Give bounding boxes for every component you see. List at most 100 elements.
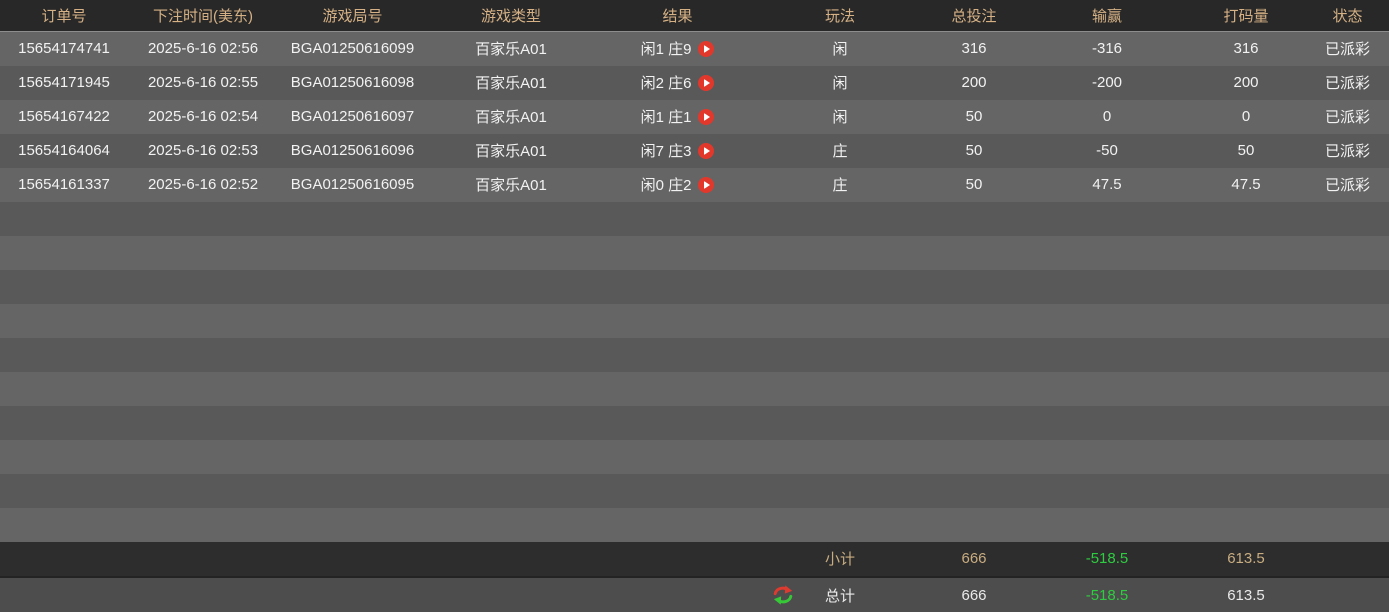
col-header-result: 结果: [595, 0, 760, 32]
table-row: 15654171945 2025-6-16 02:55 BGA01250616098…: [0, 65, 1389, 100]
cell-bet-time: 2025-6-16 02:52: [147, 176, 259, 193]
col-header-status: 状态: [1306, 0, 1389, 32]
result-text: 闲0 庄2: [640, 177, 692, 194]
cell-status: 已派彩: [1324, 75, 1370, 92]
summary-section: 小计 666 -518.5 613.5 总计 666 -518.5 613.5: [0, 541, 1389, 612]
cell-total-bet: 200: [961, 74, 987, 91]
cell-game-type: 百家乐A01: [475, 41, 547, 59]
empty-cell: [0, 338, 1389, 372]
result-text: 闲1 庄1: [640, 109, 692, 126]
cell-game-type: 百家乐A01: [475, 109, 547, 126]
table-row: 15654174741 2025-6-16 02:56 BGA01250616099…: [0, 31, 1389, 66]
cell-round-no: BGA01250616099: [290, 40, 415, 58]
table-header: 订单号 下注时间(美东) 游戏局号 游戏类型 结果 玩法 总投注 输赢 打码量 …: [0, 0, 1389, 32]
subtotal-row: 小计 666 -518.5 613.5: [0, 541, 1389, 577]
empty-row: [0, 439, 1389, 474]
col-header-round-no: 游戏局号: [278, 0, 427, 32]
header-row: 订单号 下注时间(美东) 游戏局号 游戏类型 结果 玩法 总投注 输赢 打码量 …: [0, 0, 1389, 32]
play-icon[interactable]: [698, 75, 715, 91]
cell-win-loss: 47.5: [1092, 176, 1122, 193]
subtotal-total-bet: 666: [961, 550, 987, 567]
subtotal-turnover: 613.5: [1227, 550, 1265, 567]
play-icon[interactable]: [698, 109, 715, 125]
cell-game-type: 百家乐A01: [475, 75, 547, 92]
cell-round-no: BGA01250616095: [290, 176, 415, 193]
result-text: 闲2 庄6: [640, 75, 692, 92]
cell-bet-time: 2025-6-16 02:56: [147, 40, 259, 58]
empty-cell: [0, 372, 1389, 406]
cell-status: 已派彩: [1324, 41, 1370, 59]
table-body: 15654174741 2025-6-16 02:56 BGA01250616099…: [0, 31, 1389, 542]
table-row: 15654167422 2025-6-16 02:54 BGA01250616097…: [0, 99, 1389, 134]
empty-row: [0, 201, 1389, 236]
play-icon[interactable]: [698, 177, 715, 193]
empty-cell: [0, 508, 1389, 542]
refresh-icon[interactable]: [772, 584, 794, 606]
play-icon[interactable]: [698, 41, 715, 58]
cell-total-bet: 50: [965, 142, 983, 159]
empty-cell: [0, 236, 1389, 270]
cell-game-type: 百家乐A01: [475, 177, 547, 194]
total-label: 总计: [824, 587, 855, 605]
empty-cell: [0, 202, 1389, 236]
cell-turnover: 200: [1233, 74, 1259, 91]
cell-result: 闲1 庄9: [595, 32, 760, 66]
col-header-win-loss: 输赢: [1028, 0, 1186, 32]
total-status-spacer: [1306, 577, 1389, 612]
empty-row: [0, 405, 1389, 440]
cell-order-no: 15654167422: [18, 108, 110, 125]
subtotal-label: 小计: [824, 551, 855, 568]
cell-status: 已派彩: [1324, 177, 1370, 194]
cell-turnover: 316: [1233, 40, 1259, 58]
cell-result: 闲2 庄6: [595, 66, 760, 100]
cell-turnover: 47.5: [1231, 176, 1261, 193]
cell-round-no: BGA01250616096: [290, 142, 415, 159]
col-header-game-type: 游戏类型: [427, 0, 595, 32]
table-row: 15654161337 2025-6-16 02:52 BGA01250616095…: [0, 167, 1389, 202]
cell-win-loss: -316: [1091, 40, 1123, 58]
col-header-total-bet: 总投注: [920, 0, 1028, 32]
col-header-order-no: 订单号: [0, 0, 128, 32]
cell-order-no: 15654161337: [18, 176, 110, 193]
cell-order-no: 15654171945: [18, 74, 110, 91]
total-turnover: 613.5: [1227, 586, 1265, 604]
empty-row: [0, 473, 1389, 508]
empty-row: [0, 337, 1389, 372]
col-header-turnover: 打码量: [1186, 0, 1306, 32]
cell-status: 已派彩: [1324, 143, 1370, 160]
empty-row: [0, 235, 1389, 270]
empty-cell: [0, 270, 1389, 304]
cell-round-no: BGA01250616097: [290, 108, 415, 125]
table-row: 15654164064 2025-6-16 02:53 BGA01250616096…: [0, 133, 1389, 168]
empty-row: [0, 303, 1389, 338]
cell-play-type: 闲: [832, 41, 848, 59]
empty-row: [0, 371, 1389, 406]
cell-win-loss: 0: [1102, 108, 1112, 125]
empty-row: [0, 507, 1389, 542]
result-text: 闲7 庄3: [640, 143, 692, 160]
cell-turnover: 50: [1237, 142, 1255, 159]
cell-bet-time: 2025-6-16 02:53: [147, 142, 259, 159]
empty-row: [0, 269, 1389, 304]
cell-bet-time: 2025-6-16 02:55: [147, 74, 259, 91]
cell-win-loss: -50: [1096, 142, 1118, 159]
cell-play-type: 庄: [832, 143, 848, 160]
subtotal-win-loss: -518.5: [1085, 550, 1129, 567]
subtotal-spacer: [0, 542, 760, 577]
cell-play-type: 庄: [832, 177, 848, 194]
cell-turnover: 0: [1241, 108, 1251, 125]
subtotal-status-spacer: [1306, 542, 1389, 577]
cell-game-type: 百家乐A01: [475, 143, 547, 160]
empty-cell: [0, 474, 1389, 508]
cell-play-type: 闲: [832, 75, 848, 92]
cell-win-loss: -200: [1091, 74, 1123, 91]
play-icon[interactable]: [698, 143, 715, 159]
total-win-loss: -518.5: [1085, 586, 1129, 604]
cell-order-no: 15654174741: [18, 40, 110, 58]
cell-total-bet: 50: [965, 176, 983, 193]
cell-result: 闲7 庄3: [595, 134, 760, 168]
cell-total-bet: 316: [961, 40, 987, 58]
cell-status: 已派彩: [1324, 109, 1370, 126]
col-header-bet-time: 下注时间(美东): [128, 0, 278, 32]
